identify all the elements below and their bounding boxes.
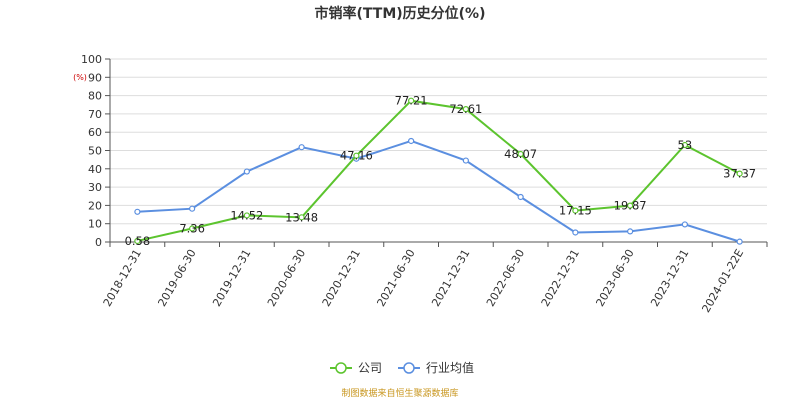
x-tick-label: 2022-06-30 <box>484 247 527 309</box>
series-layer <box>134 97 743 245</box>
y-axis: 0 10 20 30 40 50 60 70 80 90 100 <box>81 53 111 249</box>
legend-label: 公司 <box>358 361 382 375</box>
series-point <box>408 137 415 145</box>
x-tick-label: 2024-01-22E <box>700 247 747 315</box>
y-tick-label: 60 <box>88 126 102 139</box>
y-tick-label: 50 <box>88 145 102 158</box>
y-tick-label: 20 <box>88 199 102 212</box>
series-point <box>736 238 743 245</box>
series-point <box>243 212 250 219</box>
series-line <box>137 99 741 242</box>
y-tick-label: 90 <box>88 71 102 84</box>
series-line <box>137 139 740 243</box>
x-tick-label: 2023-06-30 <box>593 247 636 309</box>
legend-swatch-marker <box>335 362 347 374</box>
data-label: 53 <box>678 138 693 152</box>
y-tick-label: 30 <box>88 181 102 194</box>
data-label: 48.07 <box>504 147 537 161</box>
legend-label: 行业均值 <box>426 360 474 375</box>
x-tick-label: 2019-12-31 <box>210 247 253 309</box>
y-axis-unit: (%) <box>73 73 87 82</box>
y-tick-label: 70 <box>88 108 102 121</box>
legend-swatch-marker <box>403 362 415 374</box>
series-point <box>134 237 141 245</box>
x-tick-label: 2021-12-31 <box>429 247 472 309</box>
y-tick-label: 0 <box>95 236 102 249</box>
y-tick-label: 40 <box>88 163 102 176</box>
series-point <box>517 150 524 158</box>
y-tick-label: 100 <box>81 53 102 66</box>
series-point <box>353 152 360 159</box>
series-point <box>627 228 634 235</box>
data-label: 19.87 <box>614 199 647 213</box>
series-point <box>462 157 469 164</box>
x-tick-label: 2021-06-30 <box>374 247 417 309</box>
x-tick-label: 2020-06-30 <box>265 247 308 309</box>
series-point <box>736 170 743 177</box>
series-point <box>627 202 634 209</box>
data-source-note: 制图数据来自恒生聚源数据库 <box>341 387 458 399</box>
y-tick-label: 10 <box>88 218 102 231</box>
series-point <box>681 141 688 149</box>
x-axis: 2018-12-31 2019-06-30 2019-12-31 2020-06-30… <box>101 241 768 315</box>
series-point <box>189 205 196 212</box>
x-tick-label: 2023-12-31 <box>648 247 691 309</box>
series-point <box>189 225 196 232</box>
y-tick-label: 80 <box>88 90 102 103</box>
x-tick-label: 2018-12-31 <box>101 247 144 309</box>
series-point <box>134 208 141 215</box>
series-point <box>517 193 524 201</box>
x-tick-label: 2019-06-30 <box>155 247 198 309</box>
legend-item[interactable]: 行业均值 <box>398 360 474 375</box>
data-label: 0.58 <box>125 234 151 248</box>
chart-title: 市销率(TTM)历史分位(%) <box>315 5 486 22</box>
data-label: 47.16 <box>340 149 373 163</box>
data-label: 37.37 <box>723 167 756 181</box>
data-labels: 0.58 7.36 14.52 13.48 47.16 77.21 72.61 48.07 17… <box>125 94 757 248</box>
series-point <box>572 207 579 214</box>
series-point <box>462 106 469 113</box>
data-label: 7.36 <box>179 222 205 236</box>
data-label: 72.61 <box>449 102 482 116</box>
grid-lines <box>110 58 767 225</box>
series-point <box>572 229 579 236</box>
series-point <box>408 97 415 104</box>
data-label: 77.21 <box>395 94 428 108</box>
series-point <box>681 221 688 228</box>
data-label: 17.15 <box>559 204 592 218</box>
series-point <box>298 144 305 151</box>
x-tick-label: 2020-12-31 <box>320 247 363 309</box>
legend-item[interactable]: 公司 <box>330 361 382 375</box>
series-point <box>243 168 250 175</box>
data-label: 13.48 <box>285 210 318 224</box>
legend[interactable]: 公司 行业均值 <box>330 360 474 375</box>
x-tick-label: 2022-12-31 <box>539 247 582 309</box>
data-label: 14.52 <box>230 208 263 222</box>
series-point <box>298 214 305 221</box>
